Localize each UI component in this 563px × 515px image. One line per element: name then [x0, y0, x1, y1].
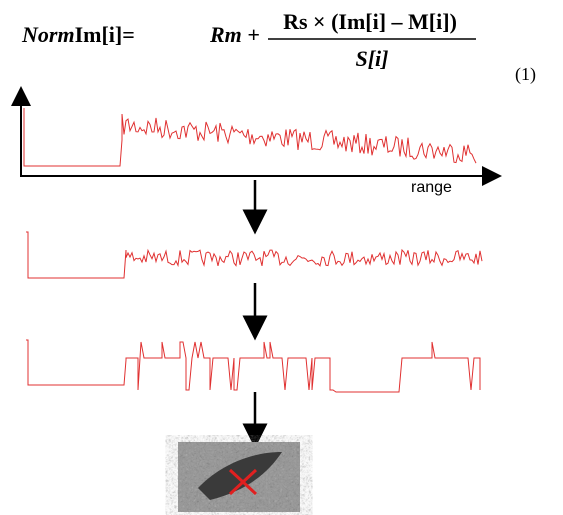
formula-numerator: Rs × (Im[i] – M[i]): [283, 9, 457, 34]
formula-lhs-rest: Im[i]=: [75, 22, 135, 47]
formula-rm: Rm +: [209, 22, 260, 47]
formula-denominator: S[i]: [356, 46, 389, 71]
signal: [23, 108, 477, 167]
formula-lhs: NormIm[i]=: [21, 22, 135, 47]
result-image: [178, 442, 300, 512]
signal: [26, 231, 483, 279]
signal: [26, 339, 481, 393]
formula-italic: Norm: [21, 22, 75, 47]
axis-label: range: [411, 179, 452, 196]
signals: [23, 108, 483, 393]
equation-number: (1): [515, 64, 536, 85]
